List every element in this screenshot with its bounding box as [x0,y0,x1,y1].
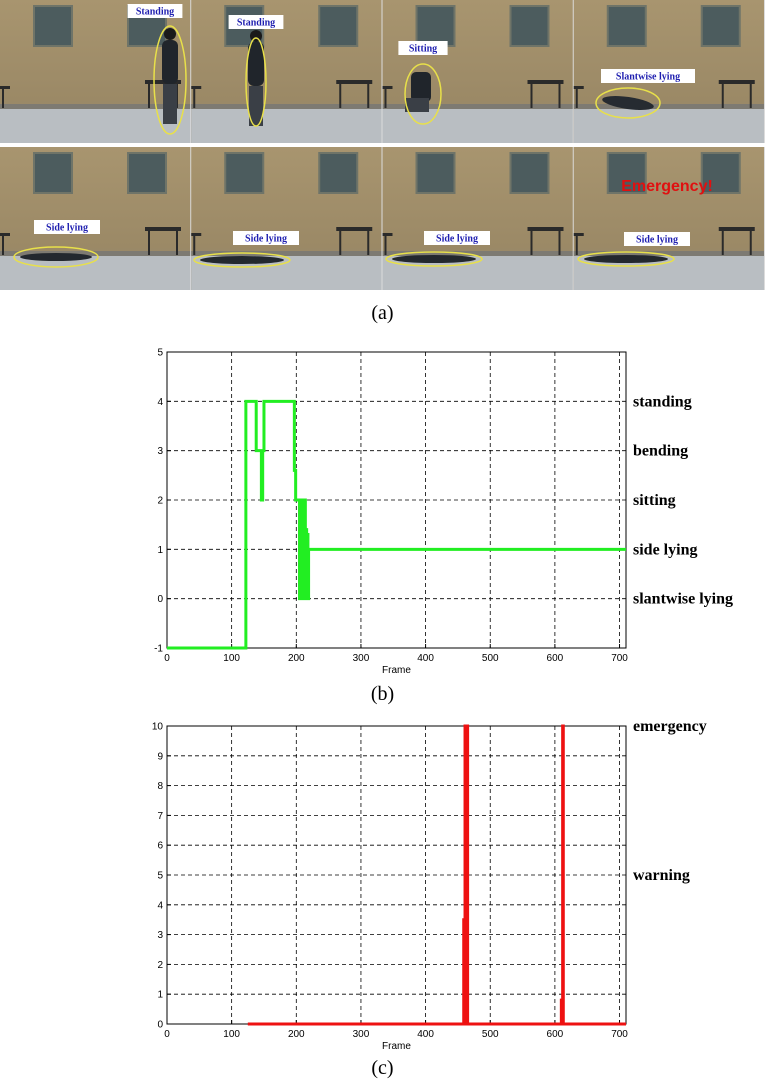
alarm-series-line-0 [247,724,626,1026]
posture-ytick-label: 2 [157,496,163,507]
tracking-ellipse [13,246,99,268]
posture-xlabel: Frame [382,665,411,676]
tracking-ellipse [385,251,483,267]
posture-xtick-label: 0 [164,653,170,664]
person-head [250,30,262,42]
caption-a: (a) [371,302,394,324]
alarm-xlabel: Frame [382,1041,411,1052]
scene-label-top-1: Standing [237,18,275,29]
tracking-ellipse [404,63,442,125]
alarm-ytick-label: 8 [157,781,163,792]
posture-xtick-label: 300 [353,653,370,664]
posture-state-label-1: bending [633,443,688,460]
posture-state-label-3: side lying [633,541,697,558]
alarm-xtick-label: 0 [164,1029,170,1040]
posture-ytick-label: 4 [157,397,163,408]
alarm-xtick-label: 400 [417,1029,434,1040]
alarm-xtick-label: 500 [482,1029,499,1040]
alarm-ytick-label: 7 [157,811,163,822]
person-legs [163,84,177,124]
scene-label-bottom-0-box [34,220,100,234]
person-figure [200,256,284,264]
tracking-ellipse [193,252,291,268]
posture-xtick-label: 400 [417,653,434,664]
scene-label-top-0-box [127,4,183,18]
posture-xtick-label: 700 [611,653,628,664]
scene-label-bottom-2: Side lying [436,234,478,245]
person-head [164,28,176,40]
photo-strip-bottom: Side lying Side lying Side lying Side lying… [0,147,765,290]
tracking-ellipse [153,25,187,135]
posture-state-label-4: slantwise lying [633,591,733,608]
posture-ytick-label: 0 [157,594,163,605]
alarm-xtick-label: 300 [353,1029,370,1040]
scene-label-bottom-1-box [233,231,299,245]
alarm-xtick-label: 100 [223,1029,240,1040]
person-legs [249,86,263,126]
posture-series-line-0 [167,399,626,650]
person-figure [584,255,668,263]
scene-label-bottom-2-box [424,231,490,245]
tracking-ellipse [245,37,267,127]
emergency-text: Emergency! [621,178,713,195]
alarm-ytick-label: 10 [152,722,164,733]
alarm-plot-frame [166,725,627,1025]
posture-ytick-label: 3 [157,446,163,457]
alarm-xtick-label: 600 [547,1029,564,1040]
scene-label-top-2-box [398,41,448,55]
person-figure [392,255,476,263]
posture-state-label-2: sitting [633,492,676,509]
scene-label-bottom-1: Side lying [245,234,287,245]
alarm-xtick-label: 700 [611,1029,628,1040]
scene-label-top-3: Slantwise lying [616,72,680,83]
alarm-state-label-0: emergency [633,718,707,735]
person-figure [20,253,92,261]
posture-xtick-label: 100 [223,653,240,664]
alarm-ytick-label: 9 [157,751,163,762]
alarm-chart: 0 100 200 300 400 500 600 700 0 1 2 3 4 5 6 7 8 9 10 Frame e… [152,718,707,1052]
alarm-xtick-label: 200 [288,1029,305,1040]
person-figure [602,96,654,110]
alarm-ytick-label: 6 [157,841,163,852]
scene-label-top-3-box [601,69,695,83]
posture-ytick-label: 5 [157,348,163,359]
posture-xtick-label: 600 [547,653,564,664]
alarm-ytick-label: 1 [157,990,163,1001]
person-figure [162,40,178,84]
alarm-ytick-label: 3 [157,930,163,941]
scene-label-bottom-0: Side lying [46,223,88,234]
alarm-ytick-label: 2 [157,960,163,971]
scene-label-bottom-3: Side lying [636,235,678,246]
scene-label-top-1-box [228,15,284,29]
photo-strip-top: Standing Standing Sitting Slantwise lying [0,0,765,143]
posture-chart: 0 100 200 300 400 500 600 700-1012345Framestand… [154,348,733,677]
person-figure [411,72,431,102]
person-legs [405,98,429,112]
alarm-ytick-label: 0 [157,1020,163,1031]
alarm-ytick-label: 4 [157,900,163,911]
scene-label-bottom-3-box [624,232,690,246]
caption-c: (c) [371,1057,394,1079]
alarm-ytick-label: 5 [157,871,163,882]
posture-xtick-label: 200 [288,653,305,664]
scene-label-top-2: Sitting [409,44,437,55]
posture-ytick-label: 1 [157,545,163,556]
posture-ytick-label: -1 [154,644,163,655]
tracking-ellipse [577,251,675,267]
posture-xtick-label: 500 [482,653,499,664]
person-figure [248,42,264,86]
tracking-ellipse [595,87,661,119]
caption-b: (b) [370,683,395,705]
scene-label-top-0: Standing [136,7,174,18]
posture-state-label-0: standing [633,393,692,410]
alarm-state-label-1: warning [633,867,690,884]
posture-plot-frame [166,351,627,649]
